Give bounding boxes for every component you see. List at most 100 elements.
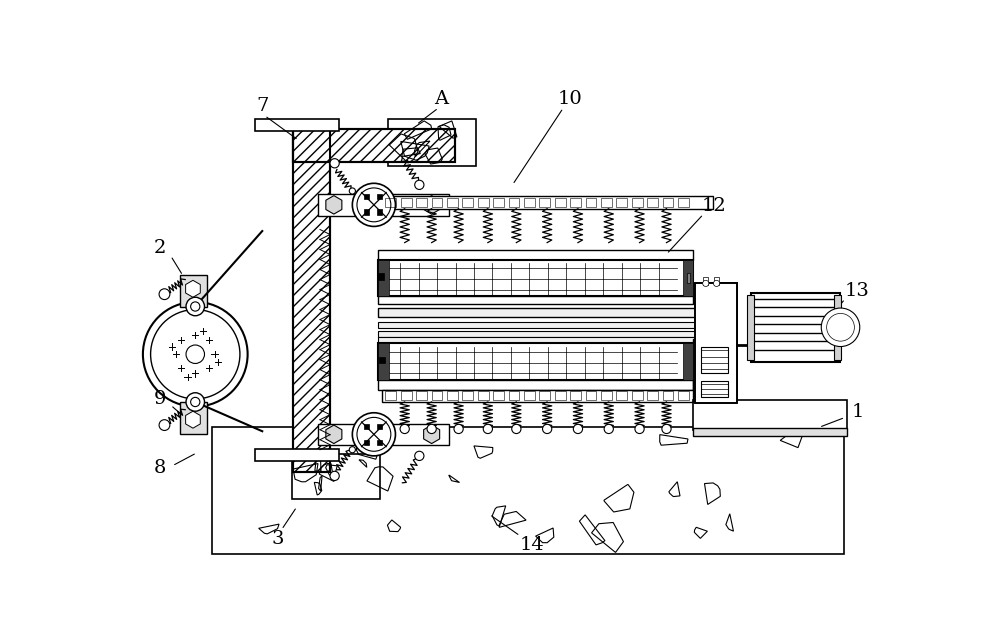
Bar bbox=[385, 391, 396, 401]
Circle shape bbox=[635, 424, 644, 433]
Bar bbox=[432, 391, 442, 401]
Bar bbox=[693, 401, 847, 429]
Text: 14: 14 bbox=[519, 536, 544, 554]
Bar bbox=[747, 295, 754, 360]
Circle shape bbox=[159, 289, 170, 300]
Circle shape bbox=[330, 159, 339, 168]
Bar bbox=[509, 391, 519, 401]
Text: A: A bbox=[435, 90, 449, 108]
Bar bbox=[379, 358, 385, 363]
Bar bbox=[401, 391, 412, 401]
Circle shape bbox=[357, 417, 391, 451]
Bar bbox=[632, 391, 643, 401]
Circle shape bbox=[483, 424, 492, 433]
Circle shape bbox=[143, 302, 248, 406]
Bar bbox=[388, 119, 476, 166]
Polygon shape bbox=[186, 281, 200, 297]
Circle shape bbox=[427, 424, 436, 433]
Bar bbox=[616, 391, 627, 401]
Circle shape bbox=[662, 424, 671, 433]
Circle shape bbox=[330, 471, 339, 480]
Circle shape bbox=[349, 447, 355, 453]
Circle shape bbox=[604, 424, 613, 433]
Bar bbox=[292, 455, 380, 499]
Bar bbox=[695, 283, 737, 403]
Bar bbox=[293, 130, 330, 472]
Bar bbox=[683, 259, 693, 297]
Bar bbox=[555, 391, 566, 401]
Bar bbox=[378, 259, 389, 297]
Bar bbox=[378, 331, 701, 337]
Circle shape bbox=[186, 345, 205, 363]
Bar bbox=[462, 391, 473, 401]
Bar bbox=[586, 391, 596, 401]
Bar bbox=[378, 337, 701, 343]
Bar bbox=[447, 198, 458, 207]
Bar bbox=[401, 198, 412, 207]
Bar bbox=[293, 130, 455, 162]
Bar bbox=[318, 424, 449, 445]
Circle shape bbox=[821, 308, 860, 347]
Bar bbox=[378, 343, 693, 381]
Bar bbox=[524, 198, 535, 207]
Bar bbox=[293, 130, 455, 162]
Bar bbox=[703, 277, 708, 285]
Bar bbox=[509, 198, 519, 207]
Bar bbox=[447, 391, 458, 401]
Polygon shape bbox=[186, 412, 200, 428]
Bar bbox=[539, 391, 550, 401]
Circle shape bbox=[352, 413, 395, 456]
Circle shape bbox=[357, 188, 391, 221]
Bar bbox=[714, 277, 719, 285]
Bar bbox=[632, 198, 643, 207]
Circle shape bbox=[543, 424, 552, 433]
Bar bbox=[834, 295, 841, 360]
Circle shape bbox=[512, 424, 521, 433]
Text: 2: 2 bbox=[154, 239, 166, 257]
Bar bbox=[462, 198, 473, 207]
Circle shape bbox=[352, 184, 395, 227]
Text: 3: 3 bbox=[271, 530, 284, 548]
Bar bbox=[695, 283, 737, 403]
Bar bbox=[364, 209, 369, 215]
Bar bbox=[378, 322, 701, 328]
Bar bbox=[255, 119, 339, 131]
Bar bbox=[695, 283, 737, 403]
Bar bbox=[570, 391, 581, 401]
Circle shape bbox=[159, 420, 170, 431]
Bar bbox=[378, 343, 389, 381]
Text: 9: 9 bbox=[154, 390, 166, 408]
Bar bbox=[678, 198, 689, 207]
Bar bbox=[663, 198, 673, 207]
Circle shape bbox=[349, 188, 355, 194]
Bar bbox=[647, 198, 658, 207]
Circle shape bbox=[191, 302, 200, 311]
Circle shape bbox=[827, 313, 854, 341]
Bar bbox=[293, 130, 330, 472]
Bar bbox=[255, 449, 339, 460]
Bar bbox=[385, 198, 396, 207]
Bar bbox=[364, 424, 369, 429]
Bar bbox=[180, 275, 207, 308]
Bar bbox=[601, 391, 612, 401]
Bar bbox=[751, 293, 840, 362]
Polygon shape bbox=[326, 425, 342, 444]
Bar bbox=[378, 273, 384, 279]
Circle shape bbox=[186, 393, 205, 412]
Bar bbox=[539, 198, 550, 207]
Bar bbox=[478, 198, 489, 207]
Circle shape bbox=[400, 424, 409, 433]
Bar bbox=[377, 440, 382, 445]
Polygon shape bbox=[424, 425, 440, 444]
Text: 8: 8 bbox=[154, 459, 166, 477]
Circle shape bbox=[713, 281, 720, 286]
Bar bbox=[663, 391, 673, 401]
Text: 12: 12 bbox=[702, 197, 727, 216]
Bar bbox=[493, 198, 504, 207]
Bar bbox=[180, 402, 207, 435]
Bar bbox=[378, 297, 693, 304]
Circle shape bbox=[415, 180, 424, 189]
Bar bbox=[378, 259, 693, 297]
Text: 10: 10 bbox=[558, 90, 583, 108]
Bar bbox=[687, 273, 690, 282]
